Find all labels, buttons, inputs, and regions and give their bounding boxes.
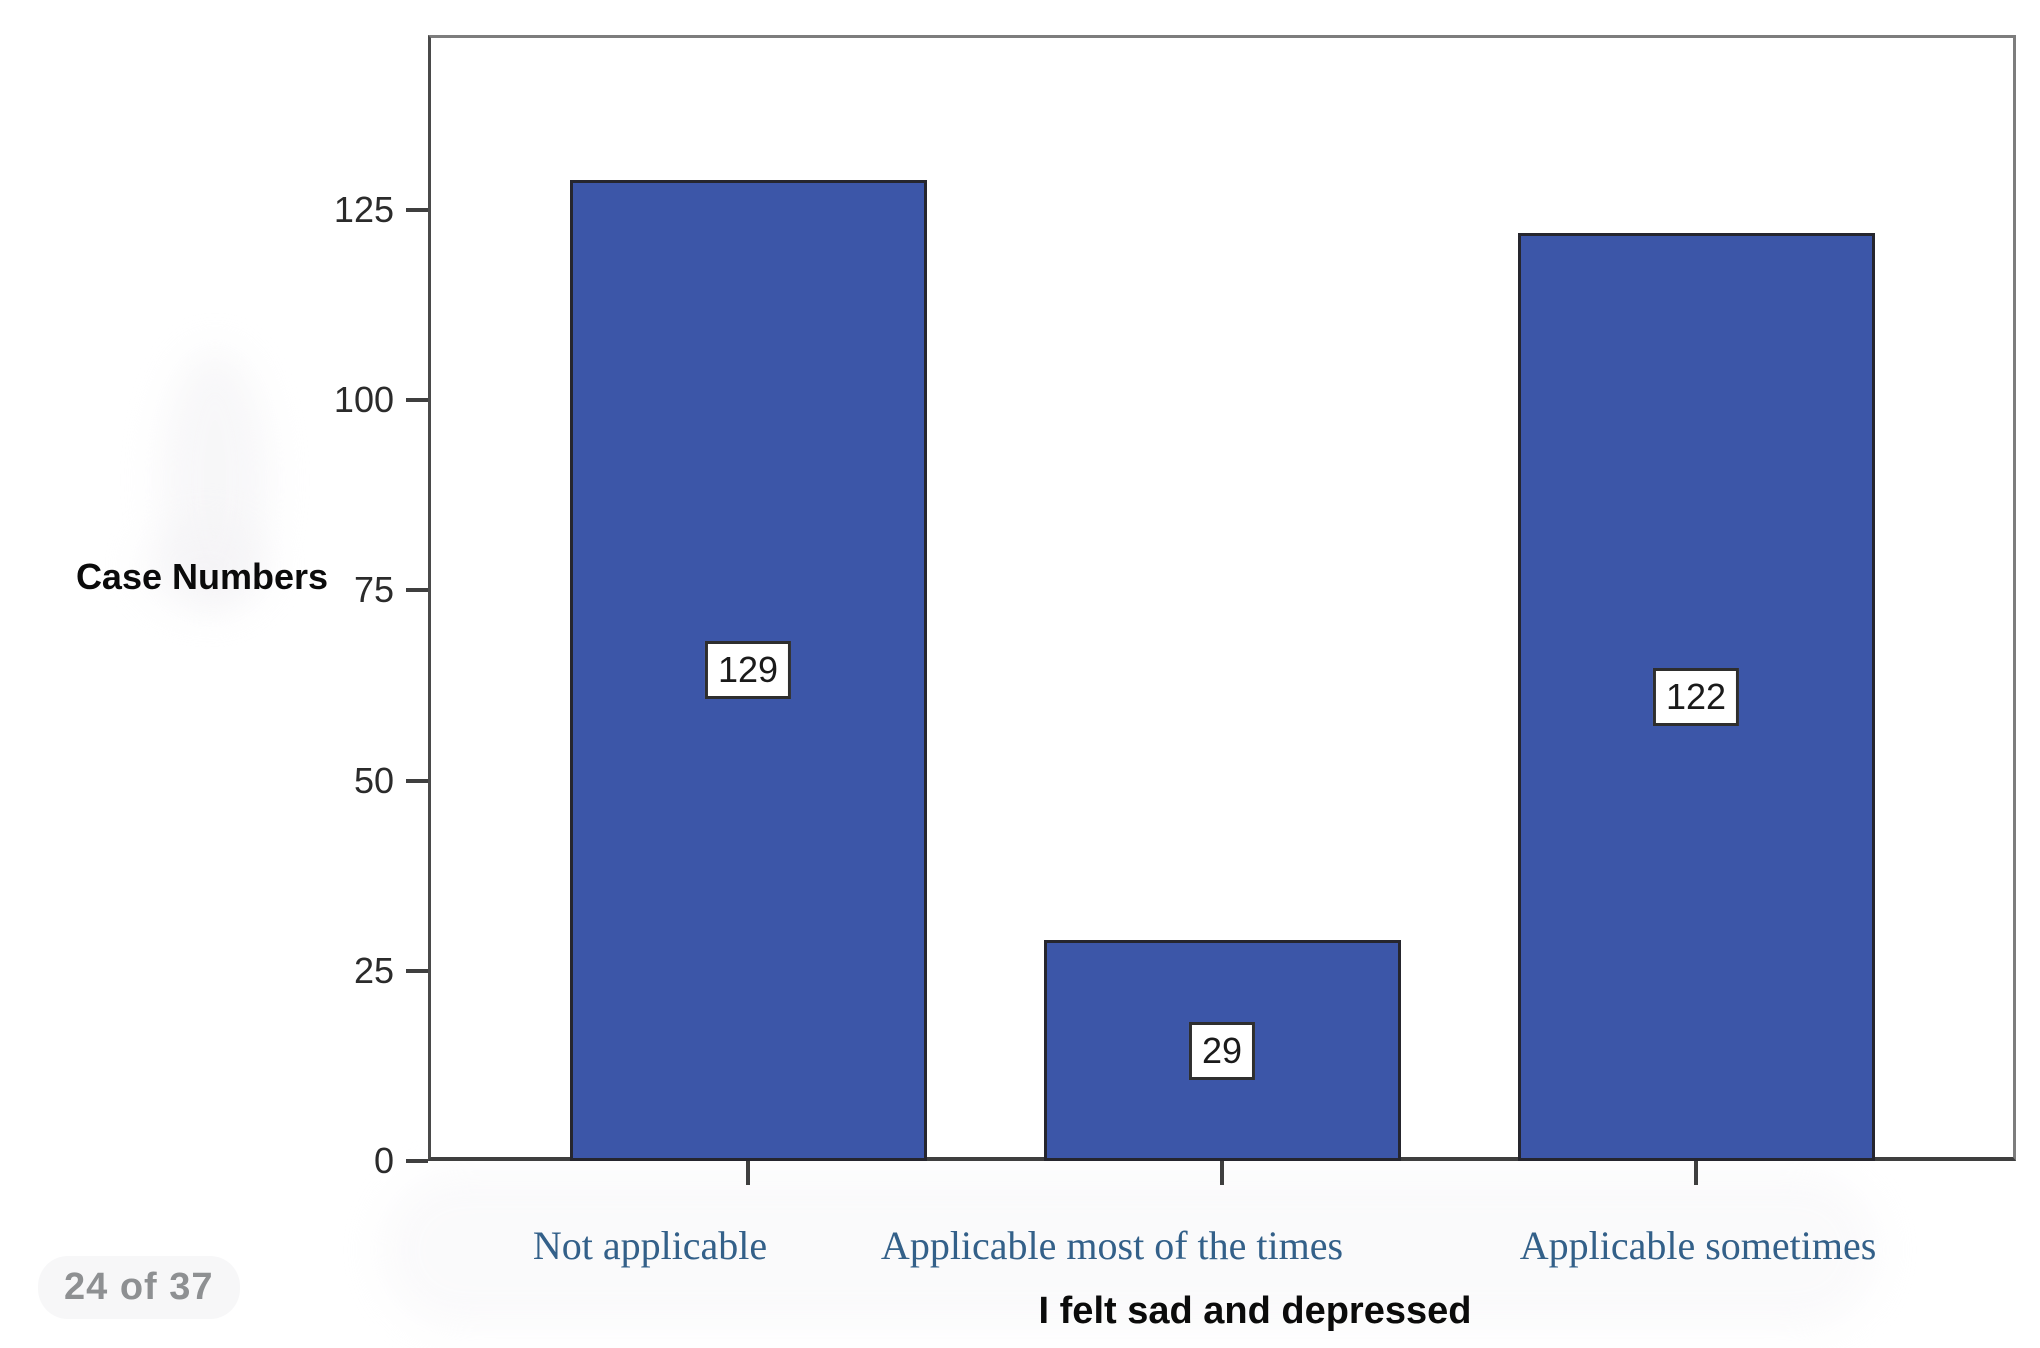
page-indicator: 24 of 37 — [38, 1256, 240, 1319]
y-tick-mark — [406, 398, 428, 403]
x-tick-mark — [746, 1161, 750, 1185]
scan-smudge — [140, 520, 270, 610]
bar-value-label: 129 — [704, 641, 792, 700]
y-tick-label: 100 — [333, 379, 394, 421]
y-axis-title: Case Numbers — [75, 556, 329, 597]
y-tick-mark — [406, 968, 428, 973]
category-label: Not applicable — [532, 1223, 768, 1268]
y-tick-label: 125 — [333, 188, 394, 230]
y-tick-mark — [406, 778, 428, 783]
y-tick-label: 0 — [373, 1140, 394, 1181]
category-label: Applicable sometimes — [1519, 1223, 1877, 1268]
bar: 129 — [569, 179, 927, 1161]
bar-value-label: 29 — [1188, 1021, 1256, 1080]
bar: 29 — [1043, 940, 1401, 1161]
x-tick-mark — [1694, 1161, 1698, 1185]
y-tick-mark — [406, 588, 428, 593]
y-tick-label: 75 — [353, 569, 394, 611]
y-tick-label: 25 — [353, 949, 394, 991]
y-tick-label: 50 — [353, 759, 394, 801]
x-tick-mark — [1220, 1161, 1224, 1185]
x-axis-title: I felt sad and depressed — [1038, 1290, 1472, 1332]
y-tick-mark — [406, 207, 428, 212]
bar-value-label: 122 — [1652, 667, 1740, 726]
scan-smudge — [380, 1170, 1880, 1330]
scan-smudge — [160, 350, 270, 610]
category-label: Applicable most of the times — [880, 1223, 1344, 1268]
y-tick-mark — [406, 1159, 428, 1163]
bar: 122 — [1517, 232, 1875, 1161]
